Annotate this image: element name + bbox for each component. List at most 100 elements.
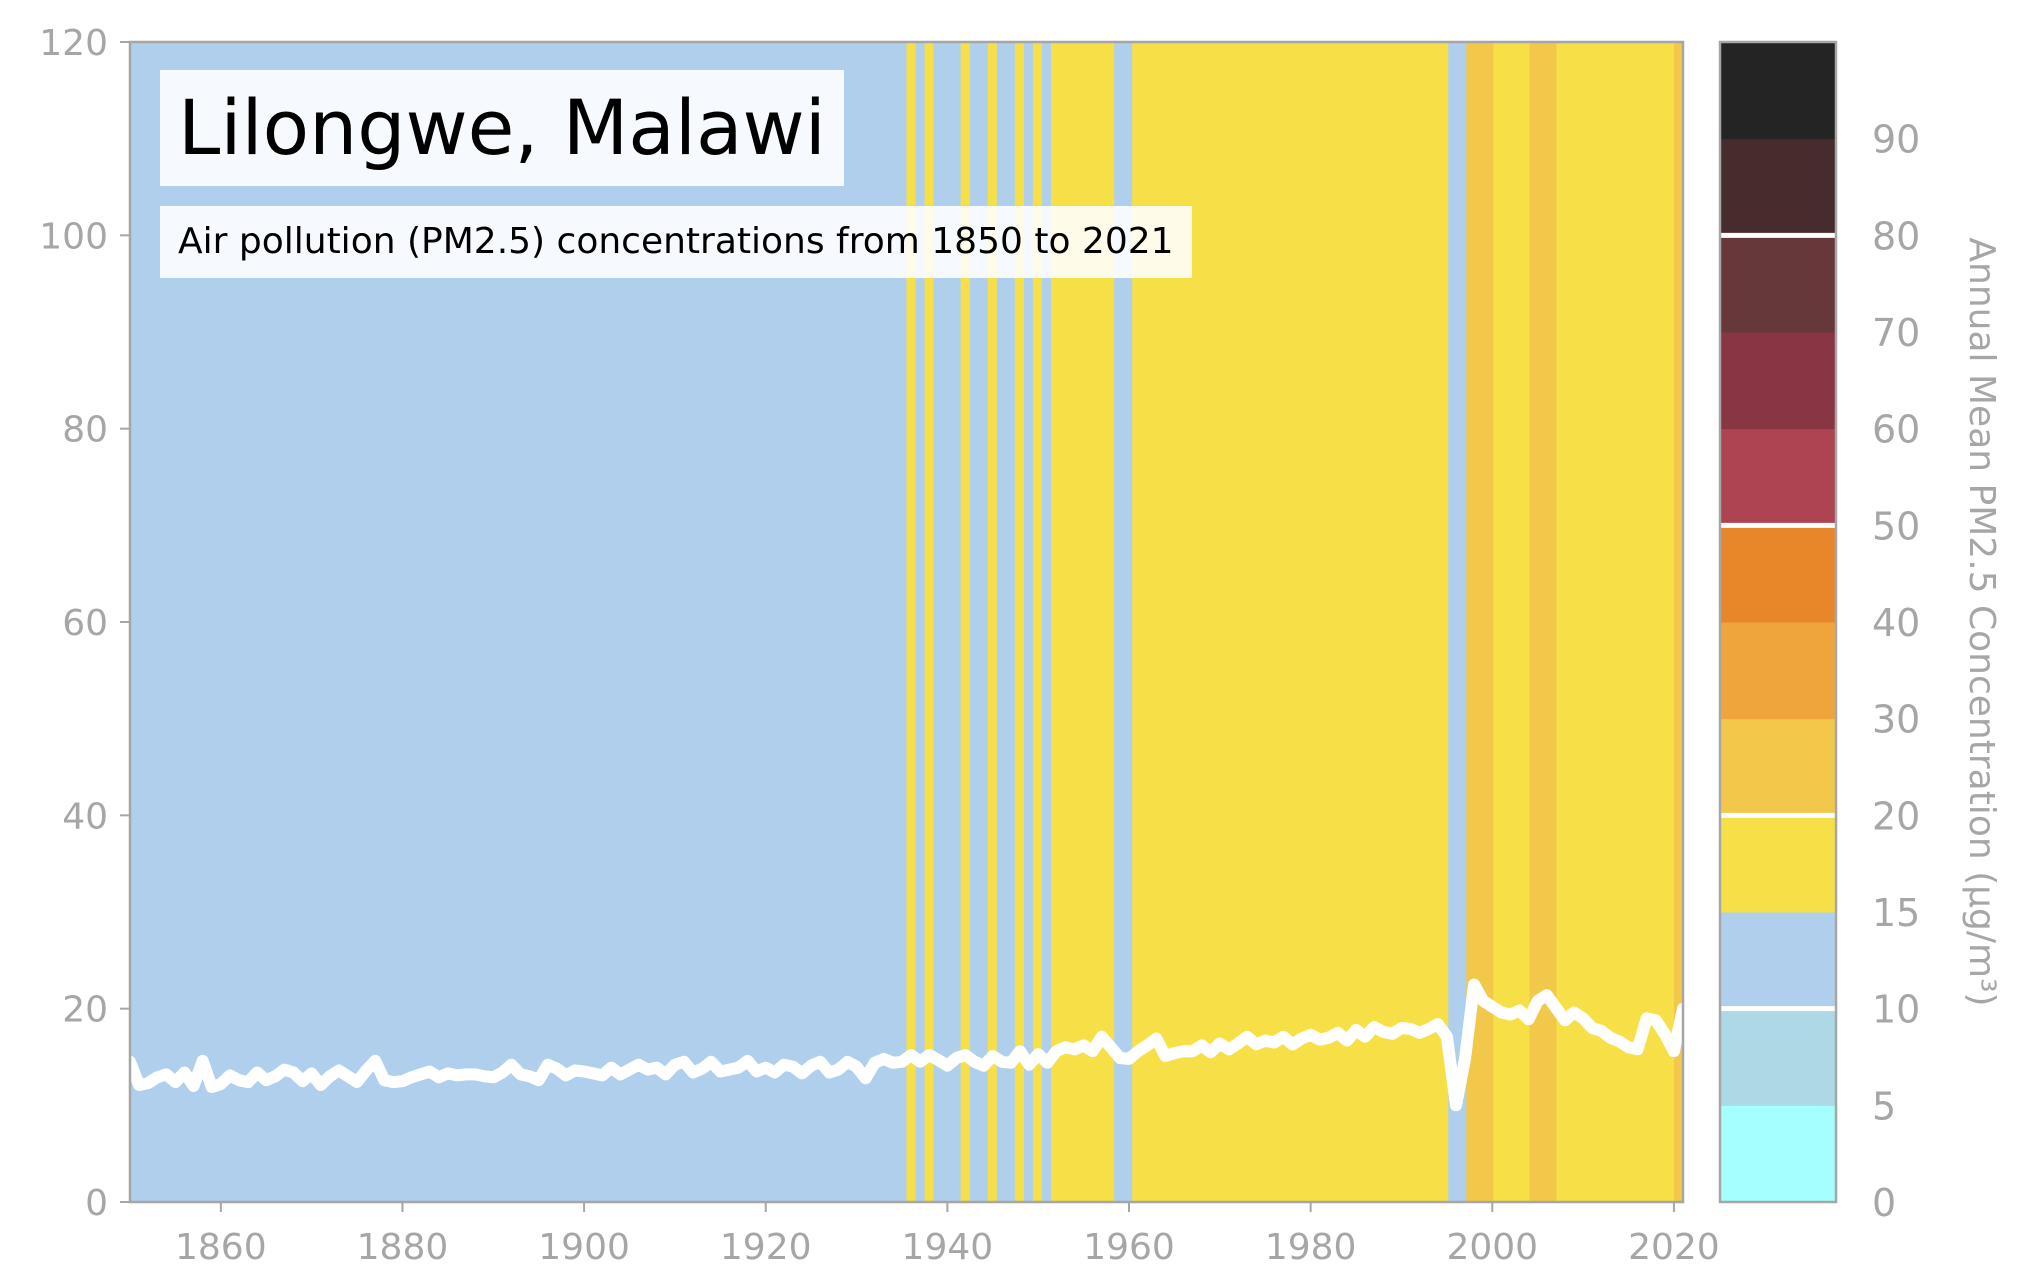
stripe-1949 <box>1023 42 1034 1202</box>
stripe-1927 <box>825 42 835 1202</box>
stripe-1918 <box>743 42 754 1202</box>
stripe-1923 <box>789 42 799 1202</box>
colorbar-band <box>1720 718 1836 816</box>
y-tick-label: 60 <box>62 603 108 644</box>
stripe-2012 <box>1592 42 1603 1202</box>
stripe-1895 <box>536 42 546 1202</box>
y-axis: 0 20 40 60 80 100 120 <box>39 23 130 1224</box>
stripe-1921 <box>771 42 781 1202</box>
stripe-1864 <box>256 42 267 1202</box>
stripe-1940 <box>942 42 953 1202</box>
stripe-1860 <box>220 42 230 1202</box>
stripe-2006 <box>1538 42 1549 1202</box>
colorbar-band <box>1720 1008 1836 1106</box>
stripe-1884 <box>436 42 447 1202</box>
colorbar-tick-label: 10 <box>1872 988 1920 1032</box>
stripe-1967 <box>1186 42 1197 1202</box>
stripe-1859 <box>211 42 221 1202</box>
stripe-1998 <box>1466 42 1476 1202</box>
stripe-2015 <box>1619 42 1630 1202</box>
stripe-1970 <box>1213 42 1224 1202</box>
stripe-1886 <box>455 42 465 1202</box>
stripe-1862 <box>238 42 248 1202</box>
stripe-1898 <box>563 42 574 1202</box>
stripe-1905 <box>626 42 637 1202</box>
stripe-1877 <box>373 42 384 1202</box>
stripe-2003 <box>1511 42 1522 1202</box>
stripe-2004 <box>1520 42 1531 1202</box>
colorbar-tick-label: 70 <box>1872 311 1920 355</box>
stripe-1966 <box>1177 42 1187 1202</box>
colorbar-tick-label: 60 <box>1872 408 1920 452</box>
x-axis: 1860 1880 1900 1920 1940 1960 1980 2000 2020 <box>175 1202 1720 1268</box>
stripe-1893 <box>518 42 528 1202</box>
colorbar-tick-label: 50 <box>1872 504 1920 548</box>
stripe-2019 <box>1655 42 1666 1202</box>
stripe-1944 <box>978 42 989 1202</box>
colorbar-band <box>1720 42 1836 140</box>
stripe-1910 <box>671 42 682 1202</box>
stripe-1858 <box>202 42 212 1202</box>
stripe-1989 <box>1385 42 1395 1202</box>
stripe-1959 <box>1114 42 1124 1202</box>
y-tick-label: 40 <box>62 796 108 837</box>
stripe-1861 <box>229 42 239 1202</box>
stripe-1924 <box>798 42 808 1202</box>
stripe-2021 <box>1673 42 1684 1202</box>
stripe-2010 <box>1574 42 1585 1202</box>
stripe-1928 <box>834 42 844 1202</box>
colorbar-band <box>1720 815 1836 913</box>
x-tick-label: 1980 <box>1265 1227 1357 1268</box>
stripe-1933 <box>879 42 890 1202</box>
stripe-2017 <box>1637 42 1648 1202</box>
x-tick-label: 1860 <box>175 1227 267 1268</box>
stripe-1974 <box>1249 42 1260 1202</box>
stripe-1997 <box>1457 42 1467 1202</box>
stripe-1938 <box>924 42 935 1202</box>
stripe-1946 <box>996 42 1007 1202</box>
colorbar-band <box>1720 622 1836 720</box>
stripe-1909 <box>662 42 673 1202</box>
colorbar-tick-label: 15 <box>1872 891 1920 935</box>
colorbar-tick-label: 80 <box>1872 214 1920 258</box>
colorbar-frame <box>1718 40 1838 1204</box>
stripe-2007 <box>1547 42 1558 1202</box>
stripe-1957 <box>1096 42 1106 1202</box>
stripe-2002 <box>1502 42 1513 1202</box>
stripe-1991 <box>1403 42 1413 1202</box>
stripe-1912 <box>689 42 700 1202</box>
stripe-1908 <box>653 42 664 1202</box>
stripe-1971 <box>1222 42 1233 1202</box>
stripe-1896 <box>545 42 555 1202</box>
stripe-1999 <box>1475 42 1485 1202</box>
x-tick-label: 1880 <box>357 1227 449 1268</box>
stripe-1868 <box>292 42 303 1202</box>
stripe-1874 <box>346 42 357 1202</box>
stripe-1978 <box>1285 42 1296 1202</box>
stripe-1901 <box>590 42 601 1202</box>
stripe-1922 <box>780 42 790 1202</box>
stripe-1876 <box>364 42 375 1202</box>
y-tick-label: 120 <box>39 23 108 64</box>
colorbar-band <box>1720 525 1836 623</box>
stripe-1889 <box>482 42 492 1202</box>
stripe-1977 <box>1276 42 1287 1202</box>
stripe-1958 <box>1105 42 1115 1202</box>
stripe-1854 <box>166 42 176 1202</box>
stripe-2020 <box>1664 42 1675 1202</box>
stripe-1953 <box>1059 42 1070 1202</box>
stripe-1951 <box>1041 42 1052 1202</box>
stripe-1902 <box>599 42 610 1202</box>
stripe-1916 <box>725 42 736 1202</box>
stripe-1855 <box>175 42 185 1202</box>
stripe-1969 <box>1204 42 1215 1202</box>
stripe-1939 <box>933 42 944 1202</box>
stripe-2011 <box>1583 42 1594 1202</box>
chart-subtitle: Air pollution (PM2.5) concentrations fro… <box>160 206 1192 278</box>
stripe-1952 <box>1050 42 1061 1202</box>
chart-title: Lilongwe, Malawi <box>160 70 844 186</box>
stripe-1851 <box>139 42 149 1202</box>
stripe-2016 <box>1628 42 1639 1202</box>
stripe-1850 <box>130 42 140 1202</box>
